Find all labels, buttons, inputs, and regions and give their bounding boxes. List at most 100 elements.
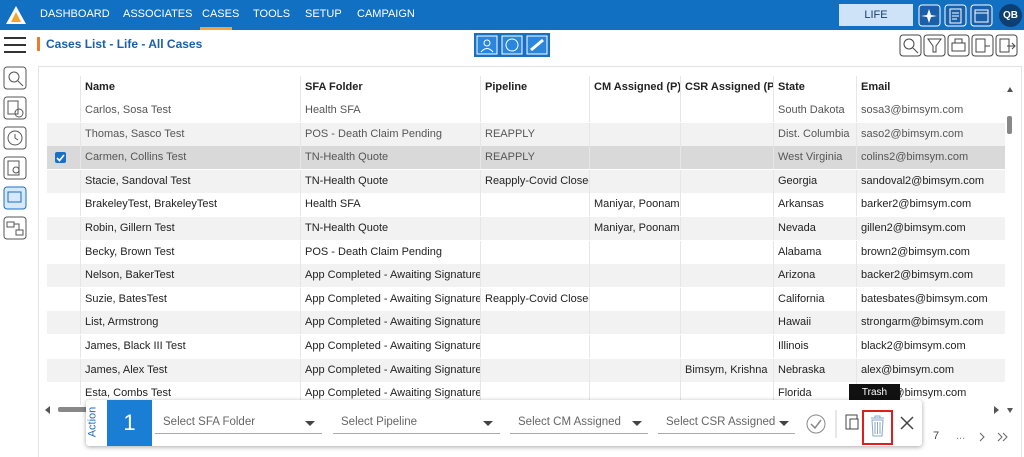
vertical-scrollbar [1007,87,1013,413]
table-cell: Reapply-Covid Closed [480,287,589,311]
top-nav: DASHBOARD ASSOCIATES CASES TOOLS SETUP C… [0,0,1024,30]
table-cell: James, Black III Test [80,335,300,358]
table-cell: Illinois [773,335,856,358]
table-row: Thomas, Sasco Test POS - Death Claim Pend… [47,122,1006,146]
nav-item[interactable]: CASES [202,8,240,20]
avatar[interactable]: QB [999,4,1022,27]
table-cell [480,240,589,264]
table-cell: Becky, Brown Test [80,240,300,264]
row-checkbox[interactable] [55,105,66,116]
table-cell: sandoval2@bimsym.com [856,169,1006,193]
action-bar: Action 1 Select SFA Folder Select Pipeli… [86,400,922,446]
row-checkbox[interactable] [55,341,66,352]
page-arrows[interactable] [978,431,1014,443]
row-checkbox[interactable] [55,223,66,234]
table-cell [680,193,773,217]
nav-item[interactable]: ASSOCIATES [123,8,193,20]
table-cell: TN-Health Quote [300,217,480,240]
table-cell: BrakeleyTest, BrakeleyTest [80,193,300,217]
table-cell [480,264,589,288]
case-table: Name SFA Folder Pipeline CM Assigned (P) CSR… [38,66,1022,457]
table-cell [589,335,680,358]
row-checkbox[interactable] [55,294,66,305]
table-cell: Florida [773,382,856,406]
table-row: James, Alex Test App Completed - Awaiting… [47,358,1005,382]
row-checkbox[interactable] [55,317,66,328]
nav-item[interactable]: SETUP [305,8,342,20]
table-row: Nelson, BakerTest App Completed - Awaitin… [47,264,1006,288]
row-checkbox[interactable] [55,152,66,164]
table-row: Esta, Combs Test App Completed - Awaiting… [47,382,1005,406]
check [56,154,65,162]
nav-icons [918,4,993,27]
column-header: State [773,76,856,99]
plan-button[interactable]: LIFE [839,4,913,26]
table-cell [480,193,589,217]
nav-item[interactable]: DASHBOARD [40,8,110,20]
logo [6,6,26,24]
table-cell [589,287,680,311]
table-cell: App Completed - Awaiting Signature [300,264,480,288]
table-cell [680,382,773,406]
table-cell: Carlos, Sosa Test [80,99,300,122]
table-cell: backer2@bimsym.com [856,264,1006,288]
row-checkbox[interactable] [55,388,66,399]
table-row: List, Armstrong App Completed - Awaiting … [47,311,1006,335]
action-icons [305,410,914,445]
table-cell [480,382,589,406]
table-cell: South Dakota [773,99,856,122]
table-row: Carmen, Collins Test TN-Health Quote REAPP… [47,146,1005,170]
table-cell: West Virginia [773,146,856,170]
page-title: Cases List - Life - All Cases [37,37,202,51]
active-indicator [200,27,232,30]
table-cell: strongarm@bimsym.com [856,311,1006,335]
table-cell: Maniyar, Poonam [589,193,680,217]
select-cm[interactable]: Select CM Assigned [510,410,648,434]
table-cell: Arkansas [773,193,856,217]
table-cell [480,217,589,240]
table-cell [680,240,773,264]
table-cell [589,264,680,288]
table-cell: Thomas, Sasco Test [80,122,300,146]
table-row: Stacie, Sandoval Test TN-Health Quote Reap… [47,169,1006,193]
table-cell [680,335,773,358]
table-cell: Nelson, BakerTest [80,264,300,288]
table-cell [680,287,773,311]
row-checkbox[interactable] [55,199,66,210]
sidebar [3,66,27,240]
view-buttons [474,33,550,57]
table-cell [589,358,680,382]
table-cell: sosa3@bimsym.com [856,99,1006,122]
toolbar [899,34,1018,57]
row-checkbox[interactable] [55,247,66,258]
select-csr[interactable]: Select CSR Assigned [658,410,795,434]
table-cell: Carmen, Collins Test [80,146,300,170]
nav-item[interactable]: CAMPAIGN [357,8,415,20]
table-cell [480,358,589,382]
row-checkbox[interactable] [55,129,66,140]
table-cell: barker2@bimsym.com [856,193,1006,217]
table-cell: App Completed - Awaiting Signature [300,382,480,406]
select-pipeline[interactable]: Select Pipeline [333,410,500,434]
select-sfa-folder[interactable]: Select SFA Folder [155,410,322,434]
table-cell [680,146,773,170]
table-cell [480,99,589,122]
table-cell: Suzie, BatesTest [80,287,300,311]
nav-item[interactable]: TOOLS [253,8,291,20]
row-checkbox[interactable] [55,270,66,281]
table-cell [680,122,773,146]
column-header: CM Assigned (P) [589,76,680,99]
table-cell: Dist. Columbia [773,122,856,146]
table-cell [680,169,773,193]
row-checkbox[interactable] [55,365,66,376]
table-cell: REAPPLY [480,122,589,146]
page-number[interactable]: 7 [933,430,940,442]
table-cell [680,217,773,240]
table-cell: saso2@bimsym.com [856,122,1006,146]
table-cell: James, Alex Test [80,358,300,382]
menu-icon[interactable] [3,36,27,54]
table-row: Suzie, BatesTest App Completed - Awaiting… [47,287,1005,311]
row-checkbox[interactable] [55,176,66,187]
table-cell [589,146,680,170]
